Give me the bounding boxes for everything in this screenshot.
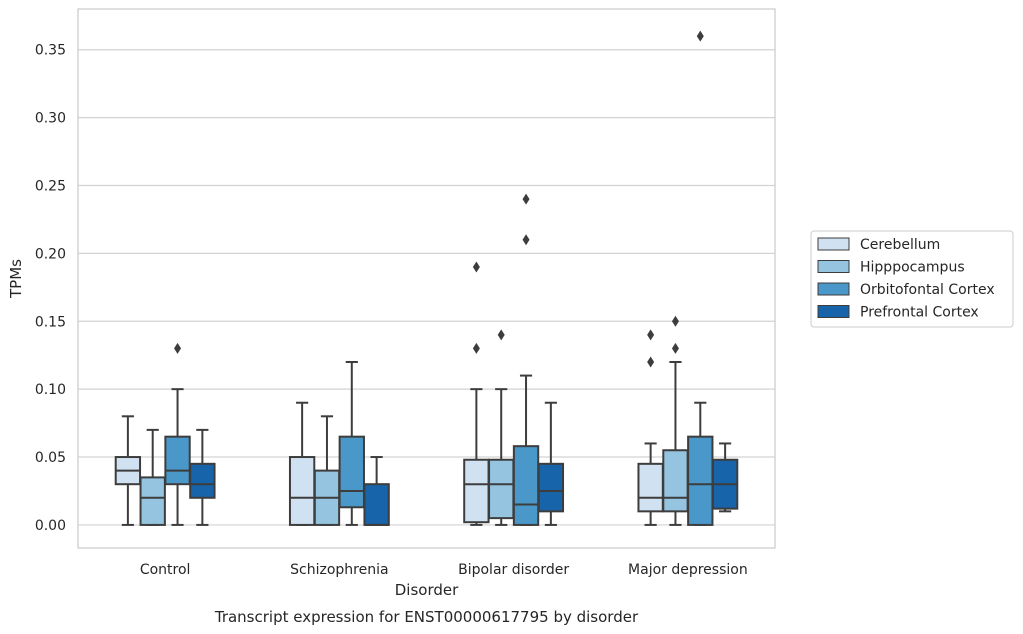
- outlier-point: [647, 356, 655, 368]
- outlier-point: [522, 193, 530, 205]
- box-iqr: [537, 462, 565, 513]
- box-orbitofontal-cortex: [164, 342, 191, 526]
- box-cerebellum: [463, 261, 490, 526]
- x-axis-label: Disorder: [395, 581, 459, 599]
- outlier-point: [647, 329, 655, 341]
- box-prefrontal-cortex: [189, 428, 216, 526]
- outlier-point: [671, 315, 679, 327]
- boxes: [114, 30, 739, 526]
- y-tick-label: 0.30: [35, 111, 66, 127]
- y-tick-label: 0.35: [35, 43, 66, 59]
- legend-frame: [810, 230, 1014, 328]
- x-tick-label: Control: [140, 562, 191, 578]
- box-iqr: [164, 435, 191, 486]
- legend-swatch: [817, 260, 850, 273]
- x-tick-label: Major depression: [628, 562, 748, 578]
- box-hipppocampus: [488, 329, 515, 526]
- legend-swatch: [817, 282, 850, 296]
- legend-label: Orbitofontal Cortex: [860, 282, 995, 298]
- box-orbitofontal-cortex: [512, 193, 540, 526]
- box-iqr: [512, 445, 540, 526]
- box-iqr: [662, 449, 689, 513]
- box-iqr: [139, 476, 166, 526]
- legend: Cerebellum Hipppocampus Orbitofontal Corte…: [810, 230, 1014, 328]
- box-iqr: [687, 435, 714, 526]
- x-axis-ticks: Control Schizophrenia Bipolar disorder Majo…: [140, 562, 748, 578]
- box-prefrontal-cortex: [537, 401, 565, 526]
- box-hipppocampus: [139, 428, 166, 526]
- outlier-point: [522, 234, 530, 246]
- box-iqr: [288, 456, 316, 526]
- y-tick-label: 0.00: [35, 518, 66, 534]
- gridlines: [78, 49, 775, 526]
- outlier-point: [472, 342, 480, 354]
- y-tick-label: 0.20: [35, 246, 66, 262]
- box-orbitofontal-cortex: [338, 360, 365, 526]
- outlier-point: [174, 342, 182, 354]
- box-iqr: [363, 483, 390, 526]
- plot-frame: [77, 8, 776, 549]
- y-axis-ticks: 0.00 0.05 0.10 0.15 0.20 0.25 0.30 0.35: [35, 43, 66, 534]
- legend-swatch: [817, 305, 850, 318]
- legend-label: Hipppocampus: [860, 260, 965, 276]
- box-iqr: [338, 435, 365, 509]
- outlier-point: [696, 30, 704, 42]
- outlier-point: [671, 342, 679, 354]
- y-tick-label: 0.10: [35, 382, 66, 398]
- box-prefrontal-cortex: [711, 442, 739, 513]
- outlier-point: [497, 329, 505, 341]
- x-tick-label: Schizophrenia: [290, 562, 388, 578]
- legend-label: Prefrontal Cortex: [860, 305, 979, 321]
- x-tick-label: Bipolar disorder: [458, 562, 569, 578]
- box-prefrontal-cortex: [363, 456, 390, 526]
- box-cerebellum: [114, 415, 142, 526]
- box-cerebellum: [288, 401, 316, 526]
- box-hipppocampus: [313, 415, 341, 526]
- legend-swatch: [817, 237, 850, 251]
- box-iqr: [488, 458, 515, 520]
- legend-label: Cerebellum: [860, 237, 940, 253]
- y-axis-label: TPMs: [7, 259, 25, 299]
- box-iqr: [463, 458, 490, 524]
- box-iqr: [637, 462, 664, 513]
- y-tick-label: 0.25: [35, 178, 66, 194]
- box-cerebellum: [637, 329, 664, 526]
- chart-caption: Transcript expression for ENST0000061779…: [214, 608, 639, 626]
- box-orbitofontal-cortex: [687, 30, 714, 526]
- outlier-point: [472, 261, 480, 273]
- y-tick-label: 0.15: [35, 314, 66, 330]
- box-iqr: [189, 462, 216, 499]
- box-hipppocampus: [662, 315, 689, 526]
- y-tick-label: 0.05: [35, 450, 66, 466]
